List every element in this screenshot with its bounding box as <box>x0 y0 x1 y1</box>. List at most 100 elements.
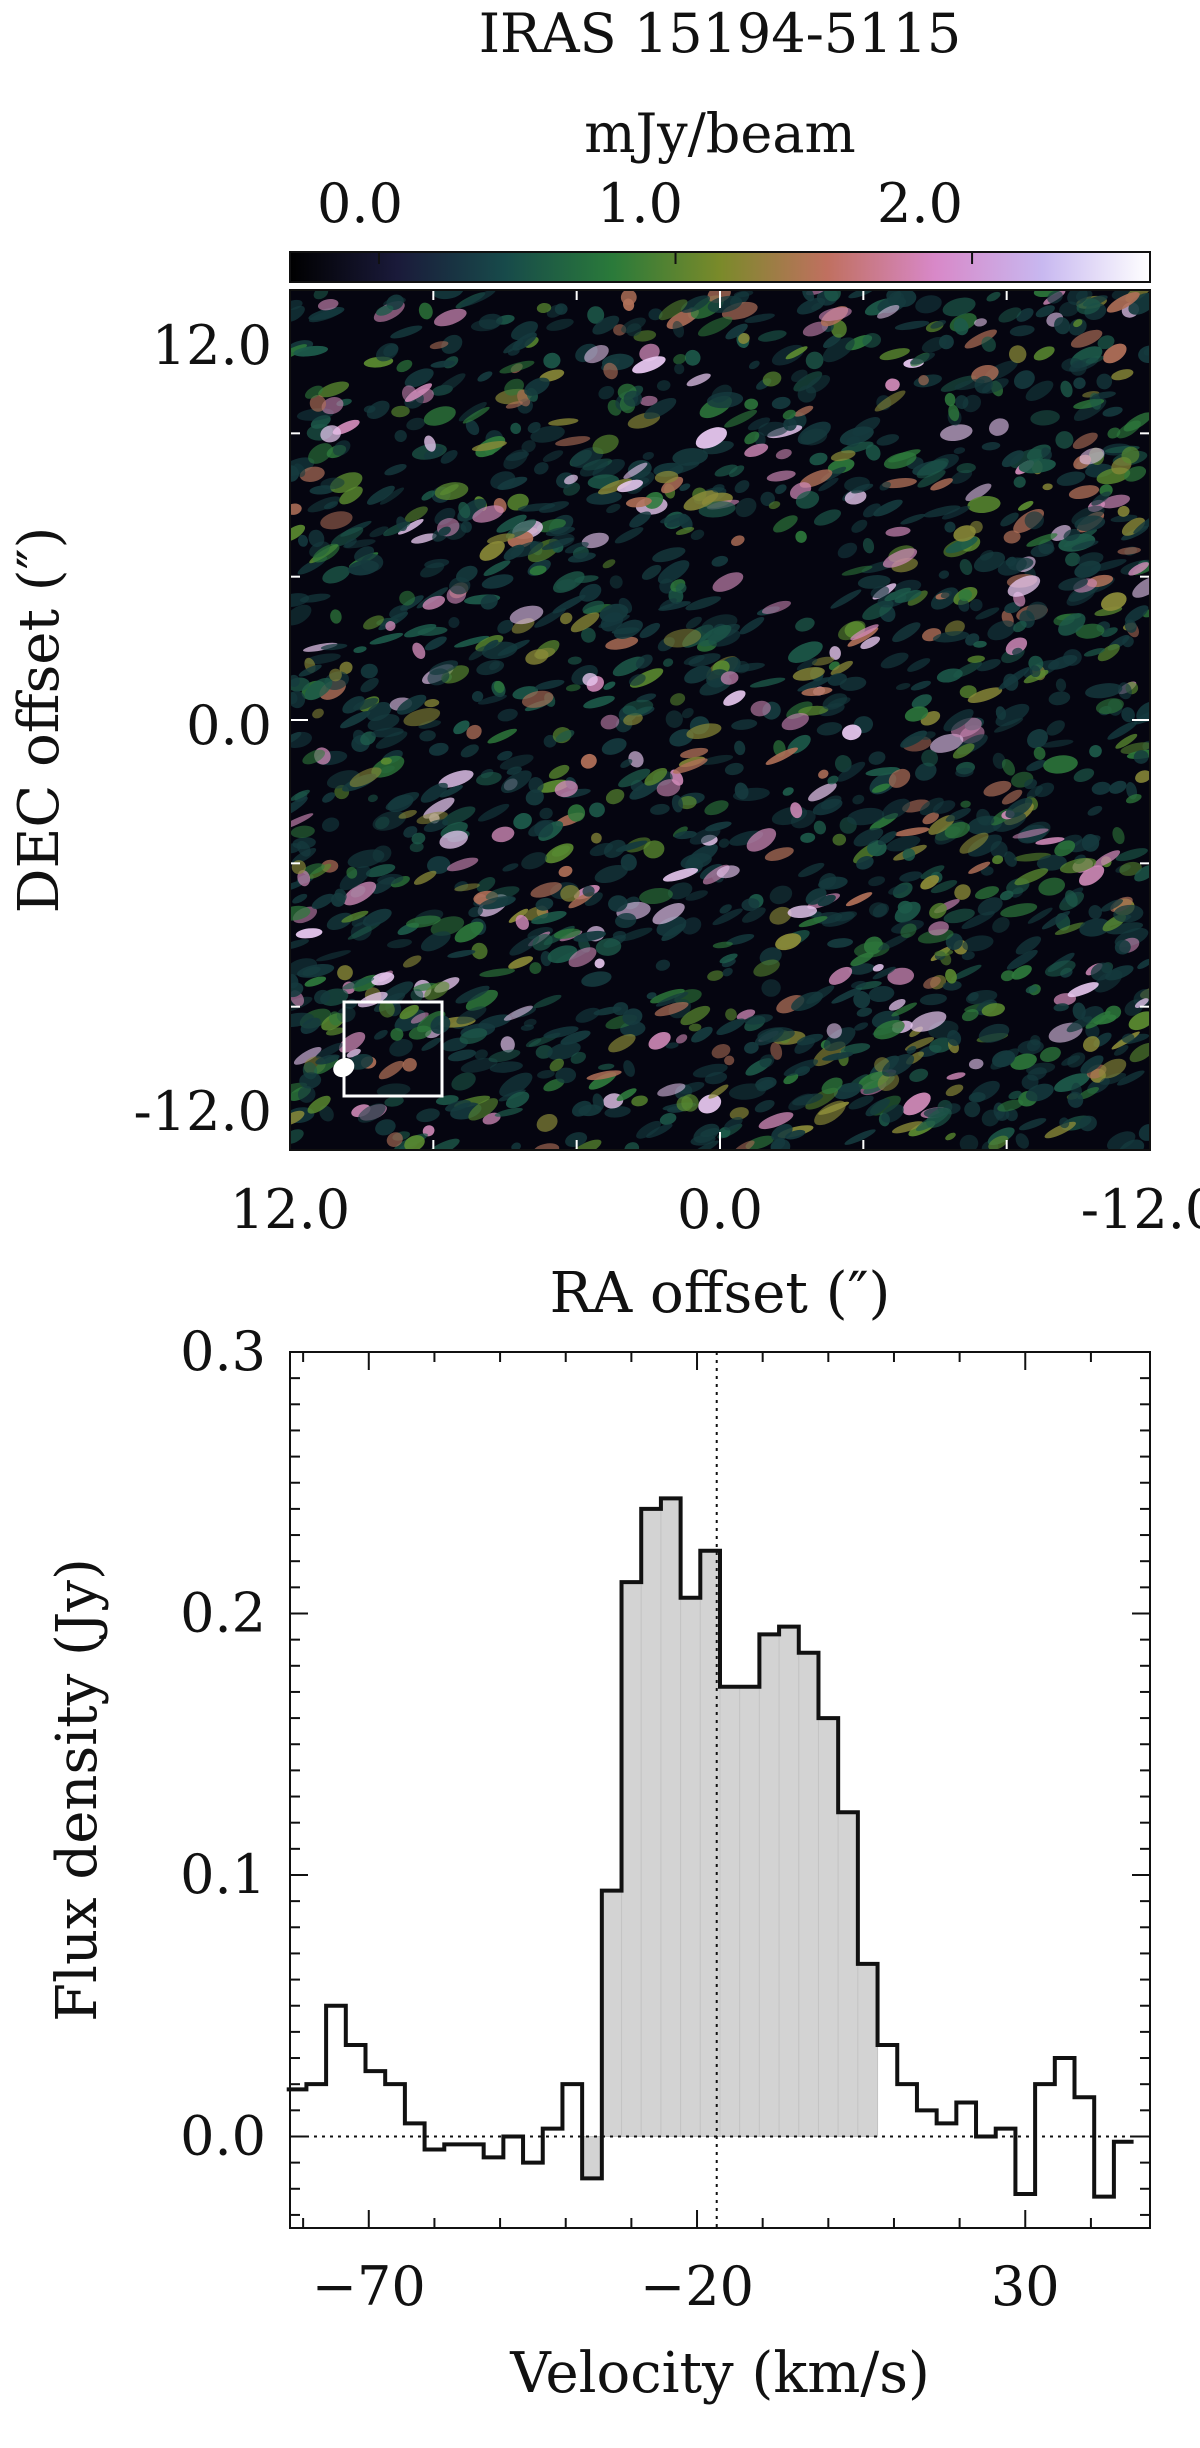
emission-clump <box>851 980 866 989</box>
emission-clump <box>822 693 848 710</box>
colorbar <box>289 251 1151 283</box>
emission-clump <box>290 1129 304 1144</box>
emission-clump <box>731 535 745 547</box>
emission-clump <box>606 503 621 514</box>
emission-clump <box>1013 620 1027 633</box>
emission-clump <box>586 491 622 505</box>
emission-clump <box>882 478 917 489</box>
emission-clump <box>509 605 544 625</box>
emission-clump <box>330 609 342 624</box>
emission-clump <box>543 352 561 369</box>
emission-clump <box>1043 755 1078 774</box>
emission-clump <box>831 987 863 1004</box>
emission-clump <box>919 993 947 1006</box>
emission-clump <box>667 882 693 900</box>
emission-clump <box>919 797 944 816</box>
spectrum-bin <box>601 1890 623 2137</box>
emission-clump <box>802 321 829 337</box>
emission-clump <box>706 391 744 409</box>
emission-clump <box>360 553 384 572</box>
emission-clump <box>698 1094 722 1114</box>
emission-clump <box>453 720 470 735</box>
emission-clump <box>462 406 490 424</box>
emission-clump <box>623 1060 635 1077</box>
emission-clump <box>558 865 573 877</box>
emission-clump <box>887 967 915 985</box>
emission-clump <box>1026 1062 1056 1075</box>
emission-clump <box>981 336 996 352</box>
emission-clump <box>451 1072 476 1091</box>
emission-clump <box>654 470 679 484</box>
emission-clump <box>907 658 931 672</box>
emission-clump <box>458 501 471 519</box>
emission-clump <box>824 290 841 302</box>
emission-clump <box>603 362 618 380</box>
emission-clump <box>1119 861 1142 876</box>
emission-clump <box>930 880 958 894</box>
emission-clump <box>390 876 410 888</box>
emission-clump <box>1124 605 1149 623</box>
emission-clump <box>806 985 835 1005</box>
emission-clump <box>529 962 542 975</box>
emission-clump <box>635 654 653 669</box>
emission-clump <box>782 409 796 420</box>
emission-clump <box>1133 511 1150 534</box>
emission-clump <box>675 1034 688 1044</box>
emission-clump <box>920 865 945 880</box>
emission-clump <box>1025 380 1054 401</box>
emission-clump <box>834 911 858 922</box>
emission-clump <box>603 839 626 859</box>
emission-clump <box>943 709 974 732</box>
emission-clump <box>744 1041 759 1054</box>
emission-clump <box>530 882 562 898</box>
emission-clump <box>934 949 954 957</box>
emission-clump <box>1055 431 1074 449</box>
emission-clump <box>387 938 412 949</box>
emission-clump <box>904 706 929 722</box>
emission-clump <box>1100 494 1130 509</box>
emission-clump <box>770 1042 783 1060</box>
emission-clump <box>302 863 325 875</box>
emission-clump <box>423 446 444 460</box>
emission-clump <box>865 767 901 776</box>
emission-clump <box>865 1098 890 1117</box>
emission-clump <box>775 448 792 460</box>
emission-clump <box>624 1142 640 1150</box>
emission-clump <box>567 804 586 822</box>
emission-clump <box>739 617 765 635</box>
emission-clump <box>1073 319 1083 328</box>
emission-clump <box>509 935 540 956</box>
emission-clump <box>1096 373 1113 390</box>
emission-clump <box>483 560 511 576</box>
emission-clump <box>297 870 311 887</box>
emission-clump <box>1097 644 1120 662</box>
emission-clump <box>487 533 515 544</box>
emission-clump <box>362 908 392 927</box>
emission-clump <box>582 885 595 897</box>
emission-clump <box>1067 290 1088 306</box>
emission-clump <box>1085 683 1123 699</box>
emission-clump <box>411 832 426 845</box>
emission-clump <box>1085 1011 1111 1029</box>
emission-clump <box>1090 962 1113 981</box>
emission-clump <box>659 598 677 610</box>
emission-clump <box>367 794 378 803</box>
emission-clump <box>322 792 336 803</box>
emission-clump <box>1061 1055 1081 1066</box>
emission-clump <box>565 1132 588 1148</box>
emission-clump <box>771 1124 793 1141</box>
emission-clump <box>531 910 567 925</box>
emission-clump <box>742 907 766 923</box>
emission-clump <box>1000 512 1019 527</box>
emission-clump <box>560 612 573 625</box>
emission-clump <box>1053 1003 1069 1012</box>
emission-clump <box>960 800 971 808</box>
emission-clump <box>520 1024 534 1031</box>
emission-clump <box>418 302 433 320</box>
emission-clump <box>535 897 554 911</box>
emission-clump <box>564 474 578 485</box>
emission-clump <box>1098 1058 1127 1079</box>
emission-clump <box>1041 739 1074 748</box>
emission-clump <box>612 656 645 677</box>
